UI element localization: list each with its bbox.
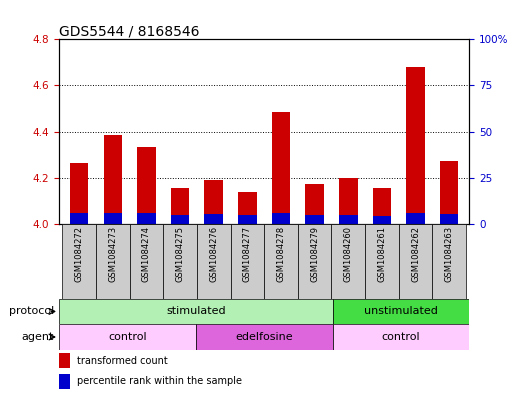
- Bar: [137, 147, 156, 224]
- Text: agent: agent: [22, 332, 54, 342]
- Bar: [332, 324, 469, 350]
- Bar: [372, 216, 391, 224]
- Bar: [365, 224, 399, 299]
- Text: GSM1084260: GSM1084260: [344, 226, 353, 282]
- Bar: [264, 224, 298, 299]
- Bar: [339, 178, 358, 224]
- Bar: [406, 213, 425, 224]
- Bar: [70, 213, 88, 224]
- Bar: [196, 324, 332, 350]
- Bar: [399, 224, 432, 299]
- Text: protocol: protocol: [9, 307, 54, 316]
- Bar: [332, 299, 469, 324]
- Bar: [372, 188, 391, 224]
- Bar: [440, 214, 459, 224]
- Bar: [305, 215, 324, 224]
- Bar: [96, 224, 130, 299]
- Bar: [171, 188, 189, 224]
- Bar: [305, 184, 324, 224]
- Text: transformed count: transformed count: [77, 356, 168, 365]
- Bar: [432, 224, 466, 299]
- Text: GSM1084274: GSM1084274: [142, 226, 151, 282]
- Text: stimulated: stimulated: [166, 307, 226, 316]
- Bar: [104, 135, 122, 224]
- Bar: [298, 224, 331, 299]
- Text: GSM1084276: GSM1084276: [209, 226, 218, 283]
- Bar: [59, 299, 332, 324]
- Bar: [137, 213, 156, 224]
- Text: GSM1084261: GSM1084261: [378, 226, 386, 282]
- Bar: [59, 353, 70, 368]
- Bar: [238, 192, 256, 224]
- Bar: [230, 224, 264, 299]
- Bar: [272, 213, 290, 224]
- Text: control: control: [382, 332, 420, 342]
- Bar: [339, 215, 358, 224]
- Bar: [130, 224, 163, 299]
- Bar: [104, 213, 122, 224]
- Text: control: control: [108, 332, 147, 342]
- Bar: [59, 373, 70, 389]
- Bar: [197, 224, 230, 299]
- Text: GSM1084273: GSM1084273: [108, 226, 117, 283]
- Bar: [205, 214, 223, 224]
- Text: percentile rank within the sample: percentile rank within the sample: [77, 376, 243, 386]
- Text: GDS5544 / 8168546: GDS5544 / 8168546: [59, 24, 200, 38]
- Bar: [70, 163, 88, 224]
- Text: unstimulated: unstimulated: [364, 307, 438, 316]
- Text: GSM1084279: GSM1084279: [310, 226, 319, 282]
- Text: GSM1084263: GSM1084263: [445, 226, 453, 283]
- Bar: [238, 215, 256, 224]
- Bar: [272, 112, 290, 224]
- Bar: [171, 215, 189, 224]
- Text: GSM1084262: GSM1084262: [411, 226, 420, 282]
- Bar: [205, 180, 223, 224]
- Bar: [331, 224, 365, 299]
- Bar: [406, 67, 425, 224]
- Text: GSM1084278: GSM1084278: [277, 226, 286, 283]
- Text: GSM1084277: GSM1084277: [243, 226, 252, 283]
- Bar: [163, 224, 197, 299]
- Bar: [440, 160, 459, 224]
- Bar: [59, 324, 196, 350]
- Text: edelfosine: edelfosine: [235, 332, 293, 342]
- Text: GSM1084272: GSM1084272: [75, 226, 84, 282]
- Bar: [63, 224, 96, 299]
- Text: GSM1084275: GSM1084275: [175, 226, 185, 282]
